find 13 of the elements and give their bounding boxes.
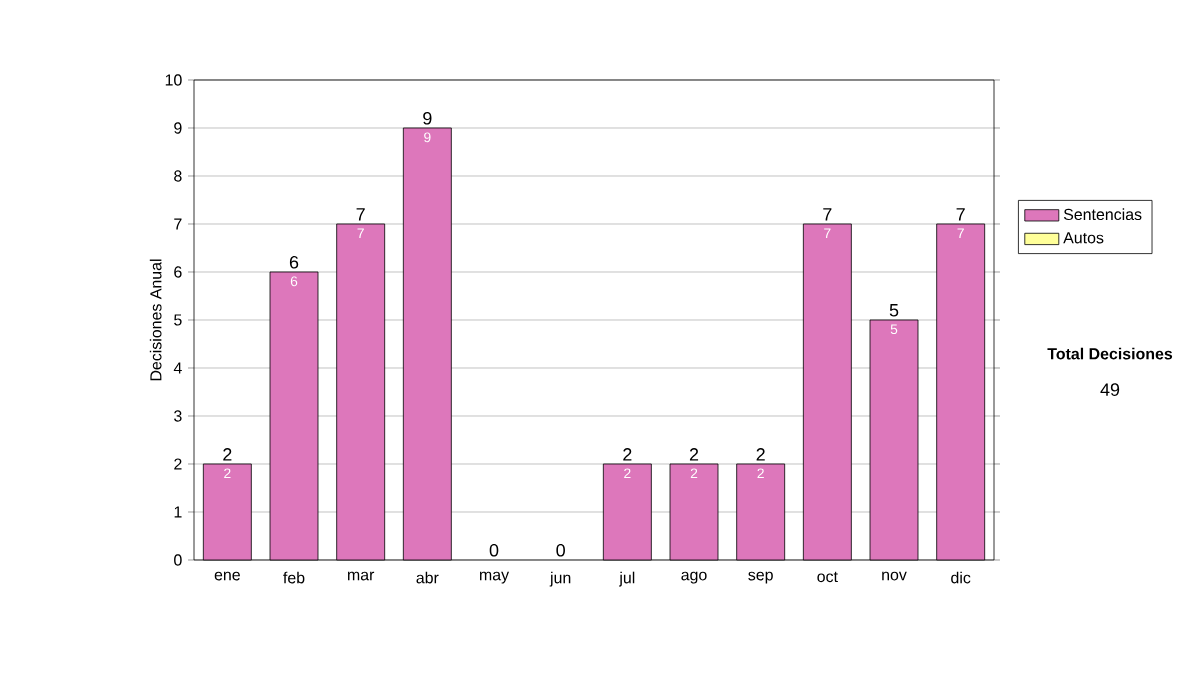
total-label: 2 (623, 448, 632, 461)
total-label: 2 (223, 448, 232, 461)
total-label: 9 (423, 111, 432, 125)
total-label: 2 (689, 448, 699, 461)
total-label: 5 (889, 304, 899, 317)
total-label: 0 (489, 543, 499, 557)
total-label: 6 (289, 255, 299, 269)
text: 49 (1100, 383, 1120, 396)
total-label: 7 (823, 208, 832, 221)
total-label: 7 (956, 208, 965, 221)
total-label: 0 (556, 543, 565, 557)
total-label: 7 (356, 208, 365, 221)
total-label: 2 (756, 448, 765, 461)
